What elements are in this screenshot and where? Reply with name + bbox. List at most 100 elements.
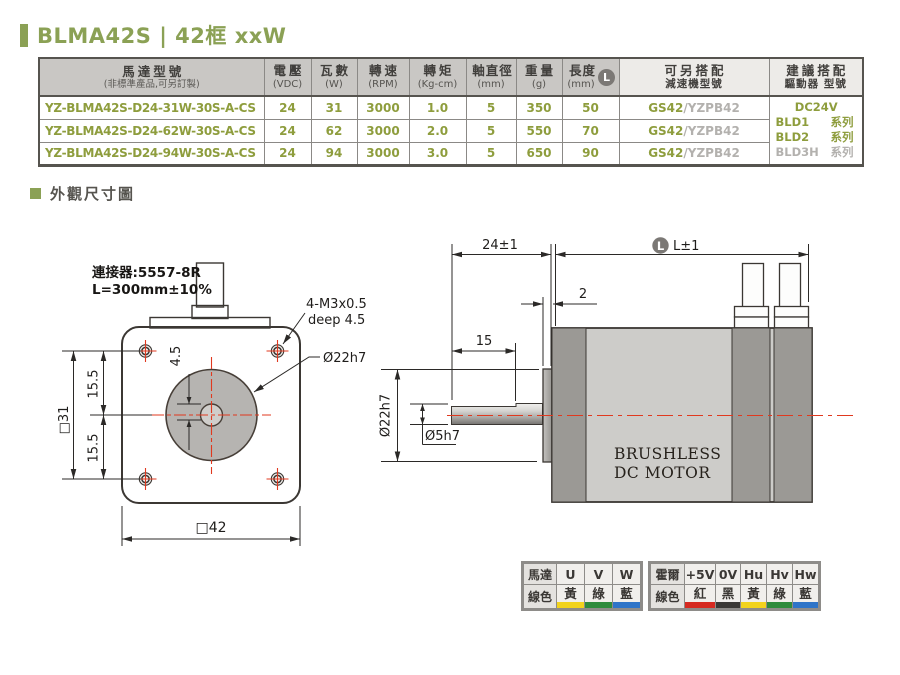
front-dimensions: [62, 312, 320, 546]
color-swatch: [613, 602, 640, 608]
signal-0v: 0V: [715, 563, 741, 585]
screw-callout-line2: deep 4.5: [308, 313, 365, 328]
signal-hw: Hw: [792, 563, 819, 585]
spec-row-2: YZ-BLMA42S-D24-62W-30S-A-CS 24 62 3000 2…: [38, 118, 863, 143]
weight-value: 650: [515, 141, 563, 166]
color-swatch: [685, 602, 715, 608]
length-value: 50: [561, 95, 620, 120]
col-header-torque: 轉矩 (Kg-cm): [408, 57, 467, 97]
length-badge-letter: L: [657, 239, 665, 253]
model-number: YZ-BLMA42S-D24-94W-30S-A-CS: [38, 141, 265, 166]
wire-color-hv: 綠: [766, 584, 793, 609]
driver-options-cell: DC24V BLD1 系列 BLD2 系列 BLD3H 系列: [768, 95, 864, 166]
torque-value: 1.0: [408, 95, 467, 120]
page-title: BLMA42S | 42框 xxW: [20, 20, 286, 50]
wattage-value: 62: [310, 118, 358, 143]
wattage-value: 94: [310, 141, 358, 166]
front-view-drawing: 連接器:5557-8R L=300mm±10% 4-M3x0.5 deep 4.…: [57, 262, 367, 546]
col-header-model: 馬達型號 (非標準產品,可另訂製): [38, 57, 265, 97]
wire-color-0v: 黑: [715, 584, 741, 609]
col-header-speed: 轉速 (RPM): [356, 57, 410, 97]
torque-value: 3.0: [408, 141, 467, 166]
color-swatch: [716, 602, 740, 608]
side-view-drawing: L 24±1 L±1 2 15 Ø22h7 Ø5h7 BRUSHLESS DC …: [379, 237, 858, 503]
hall-wire-table: 霍爾 +5V 0V Hu Hv Hw 線色 紅 黑 黃 綠 藍: [648, 561, 821, 611]
motor-wire-table: 馬達 U V W 線色 黃 綠 藍: [521, 561, 643, 611]
front-centerlines: [152, 357, 271, 474]
spec-row-1: YZ-BLMA42S-D24-31W-30S-A-CS 24 31 3000 1…: [38, 95, 864, 166]
wire-color-5v: 紅: [684, 584, 716, 609]
page-title-text: BLMA42S | 42框 xxW: [37, 24, 287, 48]
voltage-value: 24: [263, 95, 312, 120]
length-value: 90: [561, 141, 620, 166]
color-swatch: [767, 602, 792, 608]
signal-hu: Hu: [740, 563, 767, 585]
length-L-badge: L: [598, 68, 615, 86]
phase-u: U: [556, 563, 585, 585]
model-number: YZ-BLMA42S-D24-62W-30S-A-CS: [38, 118, 265, 143]
wire-color-u: 黃: [556, 584, 585, 609]
torque-value: 2.0: [408, 118, 467, 143]
dim-shaft-dia: Ø5h7: [425, 429, 460, 444]
motor-label: 馬達: [523, 563, 557, 585]
color-swatch: [585, 602, 612, 608]
dim-hole-top: 15.5: [87, 370, 102, 399]
speed-value: 3000: [356, 141, 410, 166]
col-header-weight: 重量 (g): [515, 57, 563, 97]
col-header-wattage: 瓦數 (W): [310, 57, 358, 97]
signal-5v: +5V: [684, 563, 716, 585]
wattage-value: 31: [310, 95, 358, 120]
dim-body-length: L±1: [673, 239, 699, 254]
section-bullet: [30, 188, 41, 199]
driver-option: DC24V: [794, 100, 838, 114]
gearbox-value: GS42/YZPB42: [618, 141, 770, 166]
dim-pilot-dia: Ø22h7: [379, 394, 394, 437]
screw-callout-line1: 4-M3x0.5: [306, 297, 367, 312]
wire-color-hu: 黃: [740, 584, 767, 609]
gearbox-value: GS42/YZPB42: [618, 118, 770, 143]
motor-label-line1: BRUSHLESS: [614, 445, 721, 463]
speed-value: 3000: [356, 95, 410, 120]
spec-table: 馬達型號 (非標準產品,可另訂製) 電壓 (VDC) 瓦數 (W) 轉速 (RP…: [38, 57, 864, 167]
side-shaft: [451, 403, 543, 425]
length-value: 70: [561, 118, 620, 143]
wire-color-v: 綠: [584, 584, 613, 609]
section-title-text: 外觀尺寸圖: [50, 185, 136, 203]
shaft-dia-value: 5: [465, 118, 517, 143]
shaft-dia-value: 5: [465, 95, 517, 120]
dim-shaft-usable: 15: [476, 334, 493, 349]
dim-flat: 4.5: [169, 346, 184, 367]
wire-color-w: 藍: [612, 584, 641, 609]
length-badge-circle: [652, 237, 669, 254]
col-header-voltage: 電壓 (VDC): [263, 57, 312, 97]
model-number: YZ-BLMA42S-D24-31W-30S-A-CS: [38, 95, 265, 120]
wire-color-label: 線色: [523, 584, 557, 609]
dim-shaft-length: 24±1: [482, 238, 518, 253]
wire-color-hw: 藍: [792, 584, 819, 609]
spec-table-header-row: 馬達型號 (非標準產品,可另訂製) 電壓 (VDC) 瓦數 (W) 轉速 (RP…: [38, 57, 864, 97]
color-swatch: [741, 602, 766, 608]
dim-hole-bottom: 15.5: [87, 434, 102, 463]
color-swatch: [557, 602, 584, 608]
driver-option: BLD2 系列: [775, 130, 854, 144]
driver-option: BLD3H 系列: [775, 145, 854, 159]
shaft-dia-value: 5: [465, 141, 517, 166]
col-header-driver: 建議搭配 驅動器 型號: [768, 57, 864, 97]
side-dimensions: [381, 244, 809, 462]
wire-color-label: 線色: [650, 584, 685, 609]
weight-value: 350: [515, 95, 563, 120]
dimension-section-heading: 外觀尺寸圖: [30, 183, 135, 204]
speed-value: 3000: [356, 118, 410, 143]
signal-hv: Hv: [766, 563, 793, 585]
title-accent-bar: [20, 23, 28, 47]
boss-callout-label: Ø22h7: [323, 351, 366, 366]
col-header-length: 長度 (mm) L: [561, 57, 620, 97]
gearbox-value: GS42/YZPB42: [618, 95, 770, 120]
spec-row-3: YZ-BLMA42S-D24-94W-30S-A-CS 24 94 3000 3…: [38, 141, 863, 166]
dim-pilot-depth: 2: [579, 287, 587, 302]
dim-body-square: □42: [195, 520, 226, 536]
weight-value: 550: [515, 118, 563, 143]
voltage-value: 24: [263, 118, 312, 143]
